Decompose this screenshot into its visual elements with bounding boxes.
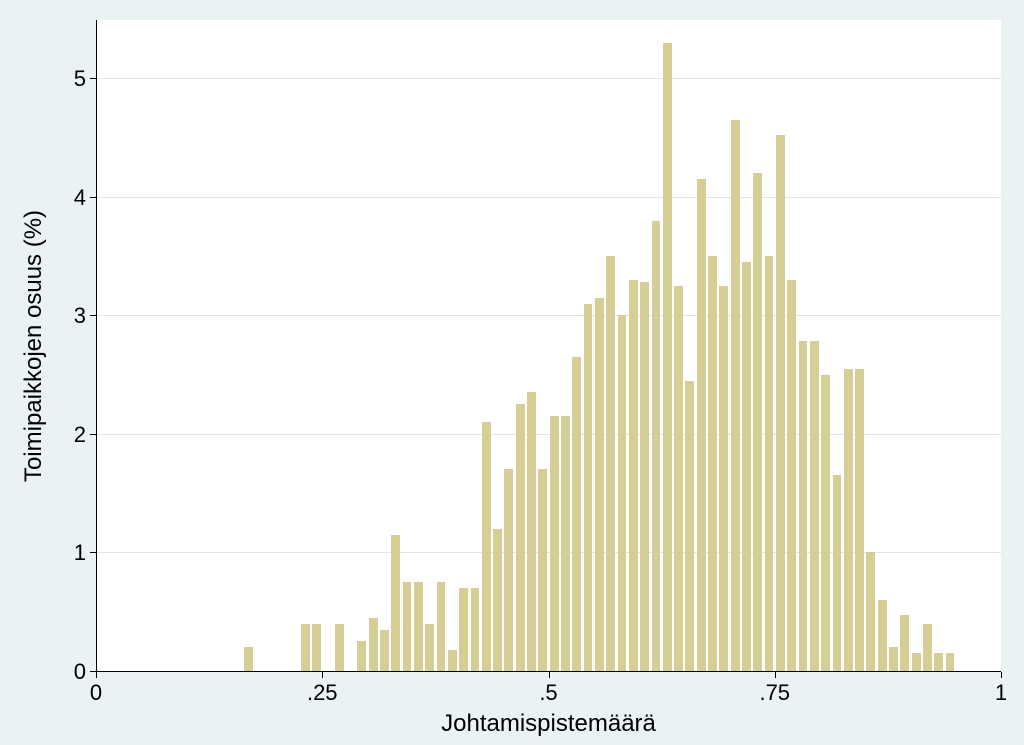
histogram-bar bbox=[855, 369, 864, 672]
gridline bbox=[96, 315, 1001, 316]
histogram-bar bbox=[335, 624, 344, 672]
ytick-label: 1 bbox=[46, 540, 96, 566]
histogram-bar bbox=[516, 404, 525, 672]
histogram-bar bbox=[697, 179, 706, 672]
gridline bbox=[96, 197, 1001, 198]
histogram-bar bbox=[357, 641, 366, 672]
histogram-bar bbox=[380, 630, 389, 672]
plot-area: 0123450.25.5.751 bbox=[96, 20, 1001, 672]
histogram-bar bbox=[923, 624, 932, 672]
histogram-bar bbox=[889, 647, 898, 672]
histogram-bar bbox=[504, 469, 513, 672]
xtick-label: .5 bbox=[539, 672, 557, 706]
histogram-bar bbox=[550, 416, 559, 672]
histogram-bar bbox=[731, 120, 740, 672]
histogram-bar bbox=[618, 315, 627, 672]
gridline bbox=[96, 78, 1001, 79]
histogram-bar bbox=[866, 552, 875, 672]
gridline bbox=[96, 434, 1001, 435]
histogram-bar bbox=[776, 135, 785, 672]
histogram-bar bbox=[595, 298, 604, 672]
ytick-label: 2 bbox=[46, 422, 96, 448]
histogram-bar bbox=[448, 650, 457, 672]
histogram-bar bbox=[685, 381, 694, 672]
histogram-bar bbox=[391, 535, 400, 672]
chart-container: 0123450.25.5.751 Toimipaikkojen osuus (%… bbox=[0, 0, 1024, 745]
x-axis-label: Johtamispistemäärä bbox=[441, 710, 656, 738]
histogram-bar bbox=[878, 600, 887, 672]
y-axis-label: Toimipaikkojen osuus (%) bbox=[20, 210, 48, 482]
xtick-label: .75 bbox=[759, 672, 790, 706]
histogram-bar bbox=[674, 286, 683, 672]
histogram-bar bbox=[493, 529, 502, 672]
histogram-bar bbox=[584, 304, 593, 672]
histogram-bar bbox=[833, 475, 842, 672]
histogram-bar bbox=[821, 375, 830, 672]
histogram-bar bbox=[482, 422, 491, 672]
histogram-bar bbox=[403, 582, 412, 672]
histogram-bar bbox=[799, 341, 808, 672]
histogram-bar bbox=[606, 256, 615, 672]
histogram-bar bbox=[900, 615, 909, 672]
y-axis-line bbox=[96, 20, 97, 672]
histogram-bar bbox=[572, 357, 581, 672]
xtick-label: 1 bbox=[995, 672, 1007, 706]
ytick-label: 0 bbox=[46, 659, 96, 685]
histogram-bar bbox=[765, 256, 774, 672]
histogram-bar bbox=[912, 653, 921, 672]
histogram-bar bbox=[244, 647, 253, 672]
ytick-label: 3 bbox=[46, 303, 96, 329]
histogram-bar bbox=[640, 282, 649, 672]
histogram-bar bbox=[312, 624, 321, 672]
histogram-bar bbox=[538, 469, 547, 672]
histogram-bar bbox=[425, 624, 434, 672]
histogram-bar bbox=[934, 653, 943, 672]
histogram-bar bbox=[652, 221, 661, 672]
histogram-bar bbox=[719, 286, 728, 672]
histogram-bar bbox=[663, 43, 672, 672]
histogram-bar bbox=[810, 341, 819, 672]
ytick-label: 5 bbox=[46, 66, 96, 92]
histogram-bar bbox=[414, 582, 423, 672]
histogram-bar bbox=[561, 416, 570, 672]
histogram-bar bbox=[459, 588, 468, 672]
histogram-bar bbox=[742, 262, 751, 672]
histogram-bar bbox=[369, 618, 378, 672]
histogram-bar bbox=[946, 653, 955, 672]
x-axis-line bbox=[96, 671, 1001, 672]
histogram-bar bbox=[753, 173, 762, 672]
histogram-bar bbox=[629, 280, 638, 672]
histogram-bar bbox=[527, 392, 536, 672]
histogram-bar bbox=[471, 588, 480, 672]
xtick-label: 0 bbox=[90, 672, 102, 706]
histogram-bar bbox=[437, 582, 446, 672]
gridline bbox=[96, 552, 1001, 553]
ytick-label: 4 bbox=[46, 185, 96, 211]
xtick-label: .25 bbox=[307, 672, 338, 706]
histogram-bar bbox=[301, 624, 310, 672]
histogram-bar bbox=[787, 280, 796, 672]
histogram-bar bbox=[708, 256, 717, 672]
histogram-bar bbox=[844, 369, 853, 672]
